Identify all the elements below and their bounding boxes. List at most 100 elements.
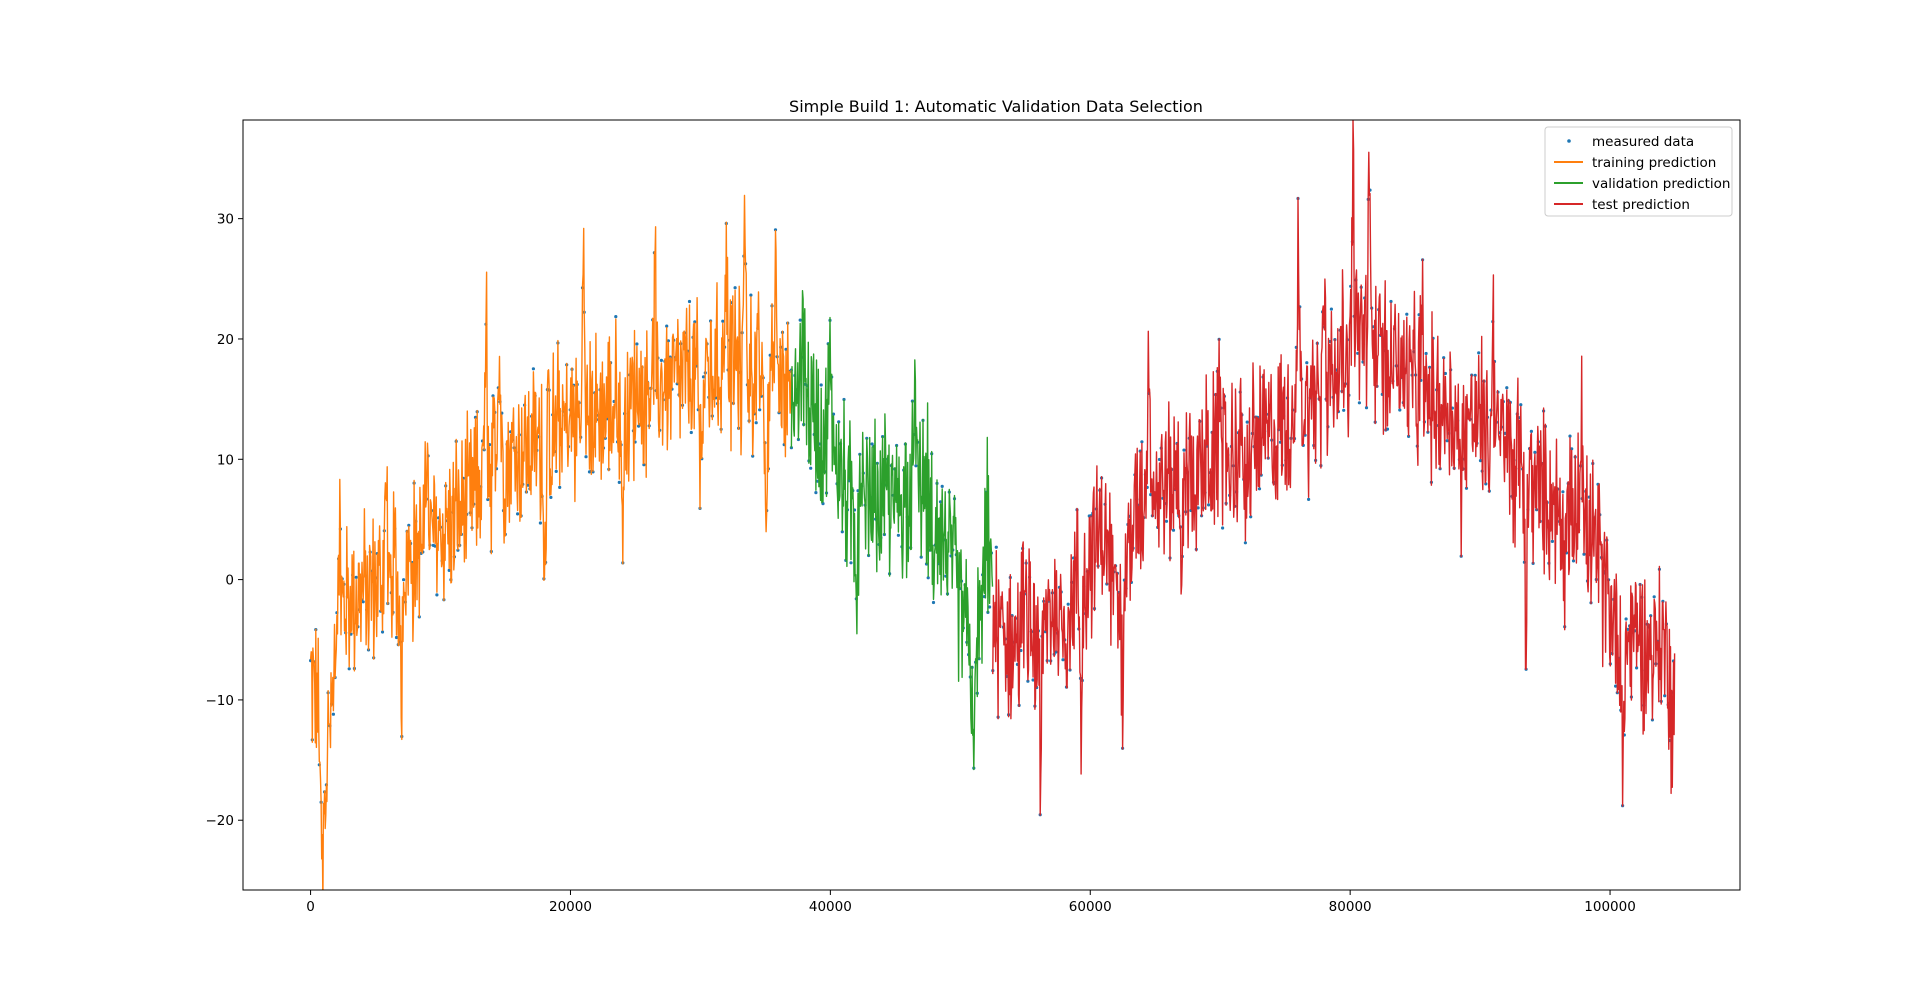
measured-point xyxy=(531,367,536,371)
measured-point xyxy=(784,347,788,351)
legend-box xyxy=(1544,126,1733,217)
measured-point xyxy=(1568,434,1572,438)
measured-point xyxy=(819,383,823,387)
measured-point xyxy=(919,555,923,559)
measured-point xyxy=(1249,515,1253,519)
legend-label: validation prediction xyxy=(1592,176,1731,192)
measured-point xyxy=(1305,361,1309,365)
measured-point xyxy=(1054,650,1058,654)
measured-point xyxy=(1624,617,1628,621)
measured-point xyxy=(1389,299,1393,304)
measured-point xyxy=(840,530,844,534)
measured-point xyxy=(1614,684,1618,688)
measured-point xyxy=(1652,595,1656,599)
measured-point xyxy=(814,491,818,495)
legend: measured data training prediction validati… xyxy=(1544,126,1733,217)
measured-point xyxy=(1385,427,1390,431)
measured-point xyxy=(584,455,588,459)
measured-point xyxy=(1342,408,1346,412)
series-measured-data xyxy=(309,188,1676,909)
measured-point xyxy=(1157,457,1162,462)
measured-point xyxy=(1582,552,1586,556)
y-tick-label: 0 xyxy=(225,573,234,589)
y-tick-label: −20 xyxy=(206,813,235,829)
y-axis: −20 −10 0 10 20 30 xyxy=(206,212,243,829)
measured-point xyxy=(394,635,399,640)
measured-point xyxy=(940,484,944,488)
series-line-training-prediction xyxy=(309,194,792,890)
measured-point xyxy=(831,412,836,416)
measured-point xyxy=(931,600,936,605)
measured-point xyxy=(321,906,324,909)
measured-point xyxy=(994,545,998,549)
measured-point xyxy=(1257,487,1262,491)
measured-point xyxy=(1329,307,1333,311)
measured-point xyxy=(758,408,762,412)
measured-point xyxy=(1442,356,1446,360)
legend-entry: test prediction xyxy=(1554,197,1690,213)
measured-point xyxy=(347,667,351,671)
measured-point xyxy=(1221,526,1225,530)
measured-point xyxy=(926,576,930,580)
measured-point xyxy=(914,464,918,468)
measured-point xyxy=(433,544,437,548)
measured-point xyxy=(1196,506,1200,510)
measured-point xyxy=(402,578,406,582)
measured-point xyxy=(675,382,679,386)
measured-point xyxy=(1519,403,1523,407)
measured-point xyxy=(1243,541,1247,545)
measured-point xyxy=(642,463,646,467)
measured-point xyxy=(665,324,669,328)
measured-point xyxy=(635,342,639,346)
series-line-test-prediction xyxy=(992,120,1676,816)
measured-point xyxy=(1626,627,1630,632)
measured-point xyxy=(849,561,853,565)
measured-point xyxy=(1445,439,1449,443)
x-tick-label: 80000 xyxy=(1329,899,1372,915)
legend-label: test prediction xyxy=(1592,197,1690,213)
measured-point xyxy=(1663,694,1667,698)
measured-point xyxy=(1182,448,1186,452)
series-line-validation-prediction xyxy=(790,290,994,771)
measured-point xyxy=(693,320,697,324)
measured-point xyxy=(354,575,358,579)
x-axis: 0 20000 40000 60000 80000 100000 xyxy=(306,890,1636,915)
measured-point xyxy=(666,339,671,343)
measured-point xyxy=(549,495,553,499)
measured-point xyxy=(1571,559,1576,563)
measured-point xyxy=(689,430,693,435)
measured-point xyxy=(1570,447,1574,451)
x-tick-label: 0 xyxy=(306,899,315,915)
chart-title: Simple Build 1: Automatic Validation Dat… xyxy=(789,97,1203,116)
measured-point xyxy=(1473,373,1477,377)
y-tick-label: 20 xyxy=(217,332,234,348)
measured-point xyxy=(1026,679,1030,683)
legend-entry: measured data xyxy=(1567,134,1694,150)
measured-point xyxy=(749,293,753,297)
legend-label: training prediction xyxy=(1592,155,1716,171)
measured-point xyxy=(361,600,365,604)
measured-point xyxy=(773,228,778,232)
measured-point xyxy=(516,512,520,516)
y-tick-label: 30 xyxy=(217,212,234,228)
measured-point xyxy=(870,442,874,446)
measured-point xyxy=(558,485,562,489)
legend-label: measured data xyxy=(1592,134,1694,150)
measured-point xyxy=(407,523,411,527)
measured-point xyxy=(1550,539,1554,544)
measured-point xyxy=(1364,406,1369,410)
measured-point xyxy=(721,319,725,323)
y-tick-label: −10 xyxy=(206,693,235,709)
y-tick-label: 10 xyxy=(217,452,234,468)
measured-point xyxy=(491,394,495,398)
measured-point xyxy=(687,299,692,304)
measured-point xyxy=(988,605,992,609)
measured-point xyxy=(798,318,802,322)
measured-point xyxy=(896,533,901,537)
measured-point xyxy=(1505,386,1509,390)
measured-point xyxy=(1061,658,1065,662)
measured-point xyxy=(701,375,706,379)
x-tick-label: 100000 xyxy=(1584,899,1636,915)
measured-point xyxy=(331,712,335,716)
